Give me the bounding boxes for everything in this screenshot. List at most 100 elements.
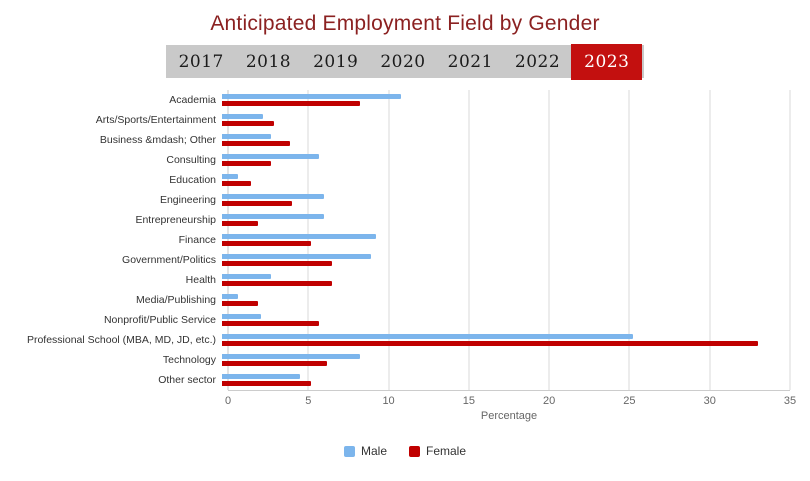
chart-row: Technology (0, 350, 810, 370)
year-tab-2023[interactable]: 2023 (571, 43, 643, 80)
gridline (227, 90, 229, 390)
bar-group (222, 113, 790, 127)
chart-row: Engineering (0, 190, 810, 210)
bar-group (222, 233, 790, 247)
bar-male (222, 134, 271, 139)
legend-label: Female (426, 444, 467, 458)
chart-rows: Academia Arts/Sports/Entertainment Busines… (0, 90, 810, 390)
bar-group (222, 273, 790, 287)
bar-group (222, 213, 790, 227)
x-tick-label: 0 (224, 395, 232, 407)
year-tab-2021[interactable]: 2021 (437, 45, 504, 78)
chart-row: Other sector (0, 370, 810, 390)
plot-gridlines (227, 90, 791, 390)
bar-group (222, 173, 790, 187)
bar-female (222, 281, 333, 286)
bar-male (222, 174, 239, 179)
gridline (709, 90, 711, 390)
bar-group (222, 93, 790, 107)
chart-row: Academia (0, 90, 810, 110)
bar-group (222, 293, 790, 307)
year-tab-2022[interactable]: 2022 (504, 45, 571, 78)
chart-row: Finance (0, 230, 810, 250)
category-label: Other sector (158, 374, 216, 386)
category-label: Technology (162, 354, 216, 366)
x-tick-label: 20 (543, 395, 556, 407)
year-tab-2017[interactable]: 2017 (168, 45, 235, 78)
bar-male (222, 294, 239, 299)
bar-male (222, 214, 325, 219)
bar-group (222, 133, 790, 147)
chart-row: Arts/Sports/Entertainment (0, 110, 810, 130)
gridline (548, 90, 550, 390)
bar-female (222, 201, 292, 206)
legend-swatch (409, 445, 420, 457)
chart-row: Business &mdash; Other (0, 130, 810, 150)
x-tick-label: 15 (462, 395, 475, 407)
bar-group (222, 373, 790, 387)
category-label: Arts/Sports/Entertainment (95, 114, 216, 126)
category-label: Entrepreneurship (135, 214, 216, 226)
category-label: Business &mdash; Other (99, 134, 216, 146)
gridline (307, 90, 309, 390)
bar-female (222, 141, 291, 146)
year-tabs: 2017 2018 2019 2020 2021 2022 2023 (165, 43, 645, 80)
year-tab-2019[interactable]: 2019 (302, 45, 369, 78)
bar-female (222, 121, 274, 126)
bar-female (222, 321, 320, 326)
chart-row: Consulting (0, 150, 810, 170)
x-tick-label: 5 (305, 395, 312, 407)
gridline (388, 90, 390, 390)
x-axis-ticks: 0 5 10 15 20 25 30 35 (224, 390, 796, 408)
chart-row: Nonprofit/Public Service (0, 310, 810, 330)
x-tick-label: 25 (623, 395, 636, 407)
category-label: Engineering (159, 194, 216, 206)
chart-row: Entrepreneurship (0, 210, 810, 230)
bar-female (222, 161, 271, 166)
chart-row: Education (0, 170, 810, 190)
gridline (468, 90, 470, 390)
legend-swatch (343, 445, 355, 457)
bar-male (222, 154, 320, 159)
gridline (789, 90, 791, 390)
chart: Academia Arts/Sports/Entertainment Busines… (0, 90, 810, 422)
legend-item-female[interactable]: Female (409, 444, 466, 458)
bar-male (222, 274, 271, 279)
bar-female (222, 221, 258, 226)
category-label: Education (169, 174, 216, 186)
category-label: Academia (169, 94, 216, 106)
category-label: Professional School (MBA, MD, JD, etc.) (26, 334, 216, 346)
bar-male (222, 334, 633, 339)
category-label: Media/Publishing (136, 294, 216, 306)
plot-area: Academia Arts/Sports/Entertainment Busines… (0, 90, 810, 390)
category-label: Consulting (166, 154, 216, 166)
category-label: Finance (178, 234, 216, 246)
year-tab-2018[interactable]: 2018 (235, 45, 302, 78)
bar-female (222, 101, 360, 106)
year-strip-wrap: 2017 2018 2019 2020 2021 2022 2023 (0, 43, 810, 80)
bar-female (222, 181, 252, 186)
bar-male (222, 314, 261, 319)
bar-male (222, 194, 325, 199)
bar-female (222, 341, 758, 346)
chart-row: Health (0, 270, 810, 290)
bar-group (222, 253, 790, 267)
chart-row: Government/Politics (0, 250, 810, 270)
legend-label: Male (360, 444, 387, 458)
bar-male (222, 234, 377, 239)
bar-male (222, 374, 300, 379)
bar-male (222, 114, 263, 119)
bar-female (222, 241, 312, 246)
category-label: Government/Politics (122, 254, 216, 266)
bar-male (222, 94, 401, 99)
legend: Male Female (0, 444, 810, 458)
category-label: Health (185, 274, 216, 286)
bar-group (222, 333, 790, 347)
bar-female (222, 261, 333, 266)
gridline (628, 90, 630, 390)
legend-item-male[interactable]: Male (343, 444, 387, 458)
year-tab-2020[interactable]: 2020 (369, 45, 436, 78)
bar-female (222, 381, 312, 386)
x-axis-title: Percentage (480, 410, 538, 422)
bar-group (222, 353, 790, 367)
